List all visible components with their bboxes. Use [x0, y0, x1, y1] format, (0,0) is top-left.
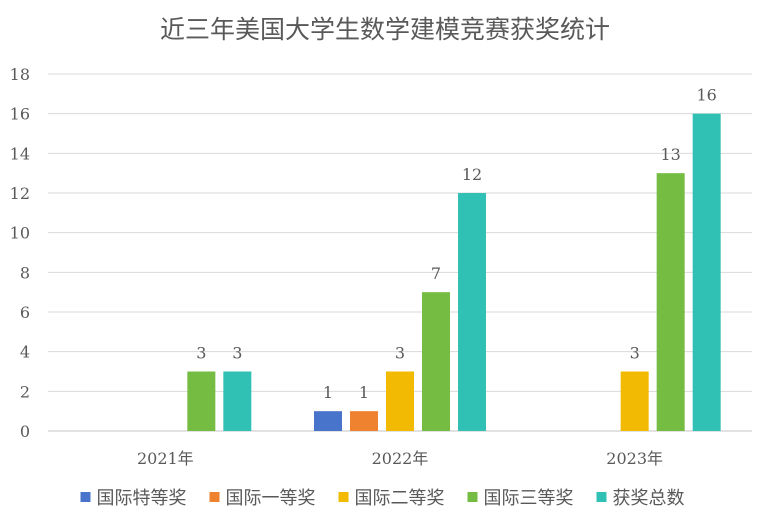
legend-swatch: [467, 492, 478, 502]
legend-swatch: [80, 492, 91, 502]
data-label: 3: [630, 344, 640, 363]
data-label: 16: [696, 86, 716, 105]
data-label: 13: [660, 145, 680, 164]
bar: [223, 371, 252, 431]
legend-label: 国际二等奖: [355, 488, 445, 509]
x-tick-label: 2022年: [372, 449, 429, 468]
legend-label: 国际特等奖: [97, 488, 187, 509]
bar: [458, 193, 486, 431]
y-tick-label: 8: [20, 263, 30, 282]
legend-swatch: [338, 492, 349, 502]
data-label: 1: [359, 383, 369, 402]
y-tick-label: 16: [10, 105, 30, 124]
y-tick-label: 18: [10, 65, 30, 84]
legend-item: 国际一等奖: [209, 488, 316, 509]
legend-item: 获奖总数: [596, 488, 685, 509]
bar: [350, 411, 378, 431]
bar: [187, 371, 216, 431]
data-label: 12: [462, 165, 482, 184]
legend-item: 国际三等奖: [467, 488, 574, 509]
y-tick-label: 10: [10, 224, 30, 243]
legend-label: 获奖总数: [613, 488, 685, 509]
data-label: 7: [431, 264, 441, 283]
chart-title: 近三年美国大学生数学建模竞赛获奖统计: [160, 15, 610, 44]
legend-swatch: [596, 492, 607, 502]
bar: [422, 292, 450, 431]
y-tick-label: 4: [20, 343, 30, 362]
bar: [314, 411, 342, 431]
legend-swatch: [209, 492, 220, 502]
data-label: 3: [232, 344, 242, 363]
y-tick-label: 2: [20, 382, 30, 401]
legend-label: 国际一等奖: [226, 488, 316, 509]
y-tick-label: 6: [20, 303, 30, 322]
bar: [620, 371, 649, 431]
data-label: 1: [323, 383, 333, 402]
y-tick-label: 14: [10, 144, 30, 163]
bar: [386, 371, 414, 431]
bar: [692, 113, 721, 432]
data-label: 3: [395, 344, 405, 363]
data-label: 3: [196, 344, 206, 363]
legend-label: 国际三等奖: [484, 488, 574, 509]
legend-item: 国际特等奖: [80, 488, 187, 509]
legend-item: 国际二等奖: [338, 488, 445, 509]
x-tick-label: 2023年: [606, 449, 663, 468]
y-tick-label: 0: [20, 422, 30, 441]
bar: [656, 173, 685, 431]
x-tick-label: 2021年: [137, 449, 194, 468]
y-tick-label: 12: [10, 184, 30, 203]
